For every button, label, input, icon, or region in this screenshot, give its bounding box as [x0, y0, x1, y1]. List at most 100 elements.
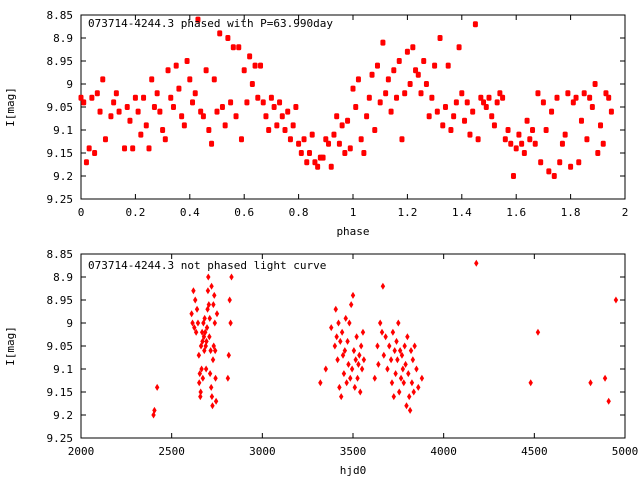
chart1-data-point	[97, 108, 103, 115]
chart1-data-point	[483, 104, 489, 110]
chart1-data-point	[530, 127, 536, 133]
chart2-data-point	[389, 379, 395, 387]
chart1-data-point	[388, 108, 394, 115]
chart2-data-point	[403, 360, 408, 368]
chart2-data-point	[193, 296, 198, 304]
chart1-data-point	[481, 99, 487, 106]
chart1-data-point	[200, 113, 206, 120]
chart2-data-point	[193, 328, 199, 336]
chart1-data-point	[206, 127, 212, 133]
chart1-data-point	[551, 173, 557, 179]
chart1-data-point	[505, 127, 511, 133]
chart1-data-point	[456, 44, 462, 51]
chart2-data-point	[588, 379, 593, 387]
chart2-data-point	[347, 319, 352, 327]
chart1-data-point	[320, 154, 326, 161]
chart1-data-point	[89, 94, 95, 101]
chart2-y-tick-label: 9.15	[47, 386, 74, 399]
chart1-data-point	[595, 150, 601, 156]
chart1-data-point	[502, 136, 508, 143]
chart1-data-point	[209, 140, 215, 147]
chart2-data-point	[397, 388, 402, 396]
chart1-data-point	[459, 90, 465, 97]
chart2-data-point	[189, 310, 194, 318]
chart2-data-point	[204, 337, 209, 345]
chart2-x-tick-label: 2000	[68, 445, 95, 458]
chart1-data-point	[426, 113, 432, 120]
chart1-data-point	[162, 136, 168, 143]
chart2-data-point	[211, 301, 216, 309]
chart1-y-tick-label: 8.85	[47, 9, 74, 22]
chart1-data-point	[92, 150, 98, 156]
chart1-data-point	[192, 90, 198, 97]
chart1-y-tick-label: 9.1	[53, 124, 73, 137]
chart2-data-point	[209, 282, 214, 290]
chart2-data-point	[397, 347, 403, 355]
chart1-x-tick-label: 0	[78, 206, 85, 219]
chart2-data-point	[385, 365, 390, 373]
chart1-data-point	[102, 136, 108, 143]
chart1-data-point	[336, 140, 342, 147]
chart2-data-point	[406, 370, 411, 378]
chart2-y-tick-label: 9	[66, 317, 73, 330]
chart1-x-tick-label: 1.6	[506, 206, 526, 219]
chart1-data-point	[187, 76, 193, 83]
chart1-data-point	[282, 127, 288, 133]
chart1-data-point	[157, 108, 163, 115]
chart1-data-point	[584, 136, 590, 143]
chart1-data-point	[573, 94, 579, 101]
chart1-data-point	[94, 90, 100, 97]
chart1-data-point	[127, 117, 133, 124]
chart1-data-point	[448, 127, 454, 133]
chart1-data-point	[402, 90, 408, 97]
chart1-data-point	[462, 117, 468, 124]
chart2-data-point	[227, 296, 232, 304]
chart2-data-point	[197, 370, 202, 378]
chart1-y-tick-label: 8.95	[47, 55, 74, 68]
chart1-data-point	[404, 48, 410, 55]
chart2-data-point	[409, 379, 415, 387]
chart2-data-point	[396, 319, 401, 327]
chart1-data-point	[353, 104, 359, 110]
chart1-data-point	[241, 67, 247, 74]
chart1-data-point	[497, 90, 503, 97]
chart1-data-point	[138, 131, 144, 138]
chart2-data-point	[192, 324, 197, 332]
chart1-data-point	[113, 90, 119, 97]
chart2-data-point	[378, 319, 383, 327]
chart2-data-point	[402, 342, 407, 350]
chart1-x-tick-label: 0.4	[180, 206, 200, 219]
chart2-data-point	[392, 347, 397, 355]
chart2-data-point	[528, 379, 533, 387]
chart2-data-point	[203, 365, 209, 373]
chart1-data-point	[247, 53, 253, 60]
chart1-data-point	[179, 113, 185, 120]
chart2-data-point	[228, 319, 233, 327]
chart2-data-point	[198, 342, 204, 350]
chart1-data-point	[100, 76, 106, 83]
chart1-data-point	[190, 99, 196, 106]
chart1-data-point	[429, 94, 435, 101]
chart2-data-point	[349, 365, 355, 373]
chart1-data-point	[598, 122, 604, 129]
chart1-data-point	[372, 127, 378, 133]
chart1-x-axis-label: phase	[336, 225, 369, 238]
chart1-data-point	[225, 35, 231, 41]
chart1-data-point	[154, 90, 160, 97]
chart2-data-point	[210, 356, 216, 364]
chart1-data-point	[394, 94, 400, 101]
chart1-data-point	[374, 62, 380, 69]
chart2-y-tick-label: 9.2	[53, 409, 73, 422]
chart2-data-point	[393, 370, 398, 378]
chart1-data-point	[385, 76, 391, 83]
chart1-data-point	[222, 122, 228, 129]
chart2-data-point	[206, 301, 212, 309]
chart1-data-point	[135, 108, 141, 115]
chart1-data-point	[600, 140, 606, 147]
chart1-data-point	[122, 145, 128, 152]
chart2-data-point	[361, 356, 367, 364]
chart1-data-point	[554, 94, 560, 101]
chart1-data-point	[277, 99, 283, 106]
chart1-data-point	[470, 108, 476, 115]
chart2-data-point	[376, 360, 381, 368]
